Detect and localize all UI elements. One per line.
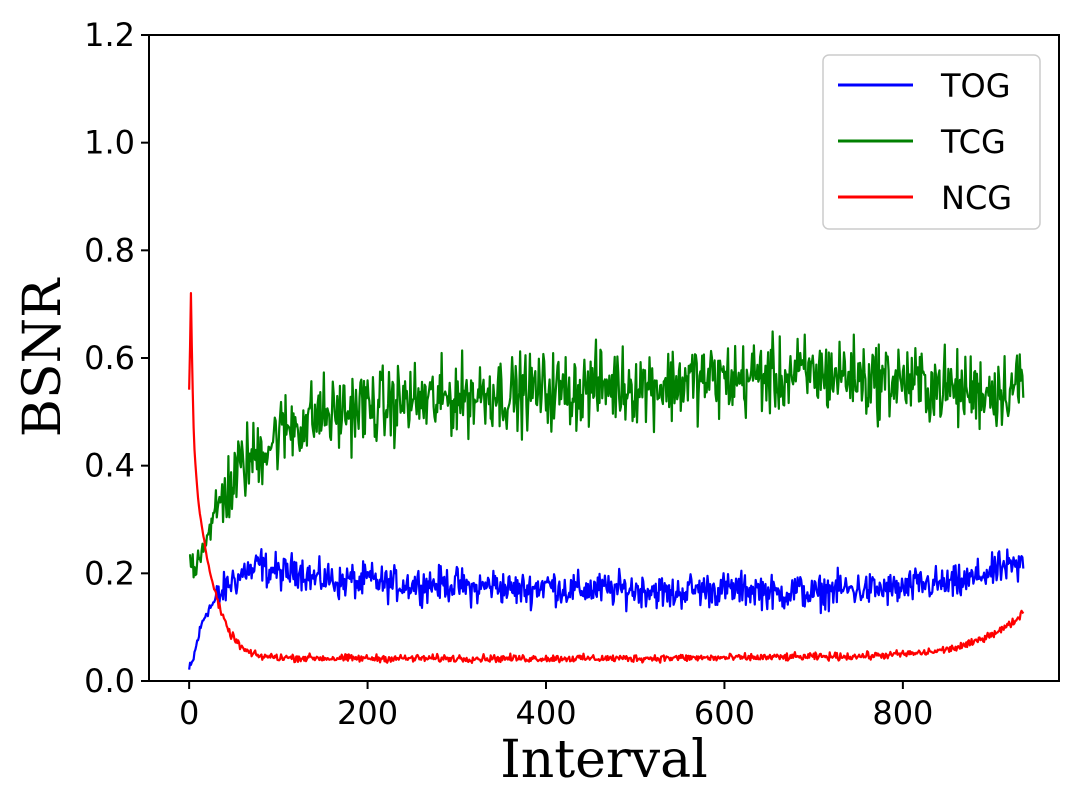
series-line-ncg [188,292,1025,664]
legend: TOG TCG NCG [822,54,1041,230]
x-axis-title: Interval [500,730,708,790]
x-tick-label: 400 [515,694,576,732]
y-tick-label: 0.4 [84,447,135,485]
legend-box [822,54,1041,230]
x-axis-ticks: 0 200 400 600 800 [179,681,933,732]
series-line-tog [188,548,1025,670]
legend-label-ncg: NCG [941,179,1012,217]
legend-label-tog: TOG [940,67,1011,105]
y-tick-label: 0.8 [84,231,135,269]
series-layer [188,292,1025,670]
y-tick-label: 1.0 [84,124,135,162]
y-axis-title: BSNR [13,277,73,437]
y-tick-label: 0.2 [84,554,135,592]
y-axis-ticks: 0.0 0.2 0.4 0.6 0.8 1.0 1.2 [84,16,149,700]
y-tick-label: 0.6 [84,339,135,377]
y-tick-label: 1.2 [84,16,135,54]
x-tick-label: 200 [337,694,398,732]
legend-label-tcg: TCG [940,123,1006,161]
x-tick-label: 0 [179,694,199,732]
series-line-tcg [188,330,1025,579]
x-tick-label: 600 [694,694,755,732]
x-tick-label: 800 [872,694,933,732]
y-tick-label: 0.0 [84,662,135,700]
